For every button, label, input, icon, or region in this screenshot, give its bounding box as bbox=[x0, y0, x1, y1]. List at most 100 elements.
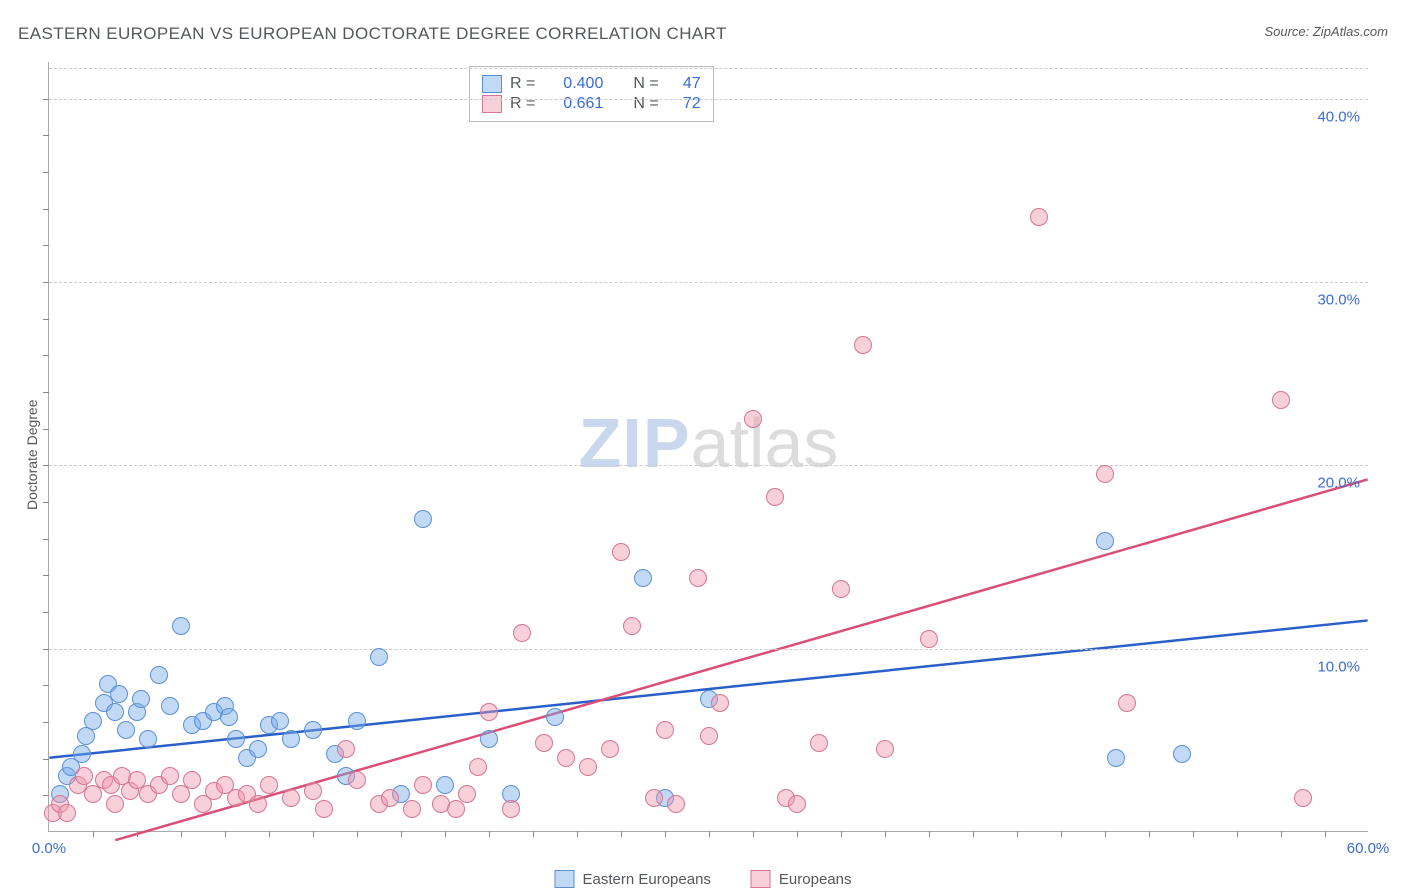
data-point bbox=[766, 488, 784, 506]
y-tick bbox=[43, 172, 49, 173]
x-tick bbox=[93, 831, 94, 837]
data-point bbox=[920, 630, 938, 648]
data-point bbox=[579, 758, 597, 776]
data-point bbox=[535, 734, 553, 752]
data-point bbox=[1107, 749, 1125, 767]
data-point bbox=[876, 740, 894, 758]
x-tick bbox=[577, 831, 578, 837]
data-point bbox=[1096, 465, 1114, 483]
y-tick bbox=[43, 759, 49, 760]
y-tick bbox=[43, 795, 49, 796]
data-point bbox=[220, 708, 238, 726]
legend-item: Eastern Europeans bbox=[555, 870, 711, 888]
stats-legend-row: R =0.400N =47 bbox=[482, 75, 701, 93]
data-point bbox=[117, 721, 135, 739]
data-point bbox=[436, 776, 454, 794]
data-point bbox=[150, 666, 168, 684]
data-point bbox=[260, 776, 278, 794]
y-tick bbox=[43, 282, 49, 283]
data-point bbox=[183, 771, 201, 789]
grid-line bbox=[49, 465, 1368, 466]
grid-line bbox=[49, 649, 1368, 650]
y-tick bbox=[43, 722, 49, 723]
data-point bbox=[656, 721, 674, 739]
x-tick bbox=[929, 831, 930, 837]
y-tick bbox=[43, 355, 49, 356]
y-tick bbox=[43, 429, 49, 430]
y-tick-label: 40.0% bbox=[1317, 108, 1360, 125]
data-point bbox=[348, 771, 366, 789]
data-point bbox=[447, 800, 465, 818]
watermark: ZIPatlas bbox=[579, 403, 839, 483]
data-point bbox=[106, 795, 124, 813]
data-point bbox=[172, 617, 190, 635]
y-tick bbox=[43, 99, 49, 100]
y-tick bbox=[43, 245, 49, 246]
x-tick bbox=[269, 831, 270, 837]
data-point bbox=[106, 703, 124, 721]
r-label: R = bbox=[510, 75, 535, 93]
data-point bbox=[304, 721, 322, 739]
n-label: N = bbox=[633, 75, 658, 93]
data-point bbox=[282, 789, 300, 807]
r-value: 0.400 bbox=[543, 75, 603, 93]
x-tick bbox=[753, 831, 754, 837]
y-tick bbox=[43, 465, 49, 466]
x-tick bbox=[885, 831, 886, 837]
x-tick bbox=[401, 831, 402, 837]
data-point bbox=[645, 789, 663, 807]
x-tick bbox=[313, 831, 314, 837]
data-point bbox=[557, 749, 575, 767]
x-tick bbox=[225, 831, 226, 837]
data-point bbox=[282, 730, 300, 748]
x-tick bbox=[489, 831, 490, 837]
data-point bbox=[513, 624, 531, 642]
legend-swatch bbox=[555, 870, 575, 888]
data-point bbox=[458, 785, 476, 803]
data-point bbox=[1272, 391, 1290, 409]
y-tick bbox=[43, 649, 49, 650]
data-point bbox=[348, 712, 366, 730]
data-point bbox=[381, 789, 399, 807]
data-point bbox=[73, 745, 91, 763]
y-tick bbox=[43, 685, 49, 686]
data-point bbox=[469, 758, 487, 776]
data-point bbox=[249, 740, 267, 758]
data-point bbox=[110, 685, 128, 703]
legend-swatch bbox=[482, 75, 502, 93]
x-tick bbox=[1061, 831, 1062, 837]
data-point bbox=[315, 800, 333, 818]
data-point bbox=[370, 648, 388, 666]
data-point bbox=[480, 730, 498, 748]
data-point bbox=[810, 734, 828, 752]
legend-item: Europeans bbox=[751, 870, 852, 888]
x-tick bbox=[621, 831, 622, 837]
grid-line bbox=[49, 68, 1368, 69]
data-point bbox=[403, 800, 421, 818]
scatter-plot: ZIPatlas R =0.400N =47R =0.661N =72 0.0%… bbox=[48, 62, 1368, 832]
data-point bbox=[75, 767, 93, 785]
data-point bbox=[744, 410, 762, 428]
x-tick bbox=[1193, 831, 1194, 837]
y-tick bbox=[43, 575, 49, 576]
data-point bbox=[161, 767, 179, 785]
x-tick bbox=[445, 831, 446, 837]
data-point bbox=[172, 785, 190, 803]
data-point bbox=[546, 708, 564, 726]
data-point bbox=[271, 712, 289, 730]
data-point bbox=[132, 690, 150, 708]
legend-label: Europeans bbox=[779, 871, 852, 888]
source-attribution: Source: ZipAtlas.com bbox=[1264, 24, 1388, 39]
y-tick bbox=[43, 135, 49, 136]
data-point bbox=[1096, 532, 1114, 550]
trend-lines bbox=[49, 62, 1368, 831]
data-point bbox=[832, 580, 850, 598]
data-point bbox=[667, 795, 685, 813]
y-tick bbox=[43, 502, 49, 503]
x-tick bbox=[1237, 831, 1238, 837]
data-point bbox=[1173, 745, 1191, 763]
data-point bbox=[1294, 789, 1312, 807]
data-point bbox=[84, 712, 102, 730]
x-tick bbox=[137, 831, 138, 837]
data-point bbox=[161, 697, 179, 715]
